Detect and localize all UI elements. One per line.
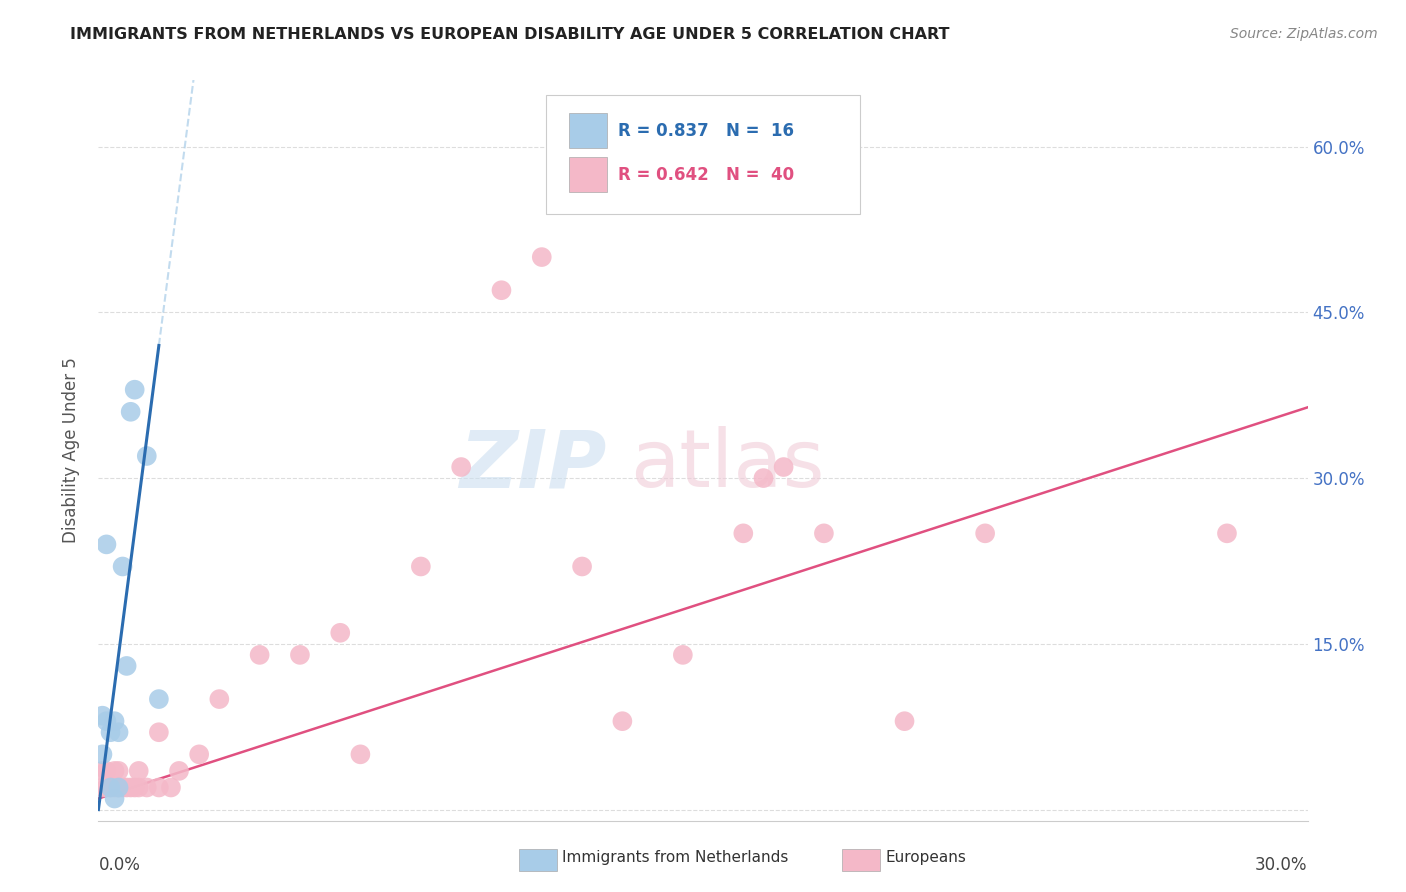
Point: [974, 526, 997, 541]
FancyBboxPatch shape: [569, 157, 607, 192]
Point: [148, 692, 170, 706]
Point: [128, 780, 150, 795]
Point: [107, 725, 129, 739]
Point: [409, 559, 432, 574]
Point: [120, 405, 142, 419]
Point: [91, 747, 114, 762]
Text: Europeans: Europeans: [886, 850, 967, 865]
Text: R = 0.837   N =  16: R = 0.837 N = 16: [619, 121, 794, 140]
Text: R = 0.642   N =  40: R = 0.642 N = 40: [619, 166, 794, 184]
Point: [115, 659, 138, 673]
Point: [288, 648, 311, 662]
Point: [612, 714, 634, 729]
Text: IMMIGRANTS FROM NETHERLANDS VS EUROPEAN DISABILITY AGE UNDER 5 CORRELATION CHART: IMMIGRANTS FROM NETHERLANDS VS EUROPEAN …: [70, 27, 950, 42]
Point: [160, 780, 183, 795]
Point: [96, 780, 118, 795]
Point: [100, 725, 122, 739]
FancyBboxPatch shape: [546, 95, 860, 213]
FancyBboxPatch shape: [569, 113, 607, 148]
Point: [128, 764, 150, 778]
Point: [120, 780, 142, 795]
Point: [103, 780, 125, 795]
Point: [96, 764, 118, 778]
Point: [188, 747, 211, 762]
Text: atlas: atlas: [630, 426, 825, 504]
Point: [107, 764, 129, 778]
Point: [100, 780, 122, 795]
Point: [103, 764, 125, 778]
Point: [329, 625, 352, 640]
Point: [893, 714, 915, 729]
Point: [91, 708, 114, 723]
Point: [148, 725, 170, 739]
Point: [208, 692, 231, 706]
Point: [107, 780, 129, 795]
Point: [91, 780, 114, 795]
Point: [530, 250, 553, 264]
Point: [148, 780, 170, 795]
Text: Immigrants from Netherlands: Immigrants from Netherlands: [562, 850, 789, 865]
Text: Source: ZipAtlas.com: Source: ZipAtlas.com: [1230, 27, 1378, 41]
Point: [115, 780, 138, 795]
Point: [752, 471, 775, 485]
Point: [103, 714, 125, 729]
Point: [813, 526, 835, 541]
Point: [96, 537, 118, 551]
Point: [249, 648, 271, 662]
Text: ZIP: ZIP: [458, 426, 606, 504]
Text: 30.0%: 30.0%: [1256, 856, 1308, 874]
Point: [107, 780, 129, 795]
Point: [96, 714, 118, 729]
Point: [111, 559, 134, 574]
Point: [111, 780, 134, 795]
Point: [772, 460, 794, 475]
Point: [135, 780, 157, 795]
Point: [135, 449, 157, 463]
Point: [571, 559, 593, 574]
Point: [491, 283, 513, 297]
Point: [1216, 526, 1239, 541]
Text: 0.0%: 0.0%: [98, 856, 141, 874]
Point: [103, 791, 125, 805]
Y-axis label: Disability Age Under 5: Disability Age Under 5: [62, 358, 80, 543]
Point: [100, 780, 122, 795]
Point: [124, 780, 146, 795]
Point: [167, 764, 190, 778]
Point: [124, 383, 146, 397]
Point: [450, 460, 472, 475]
Point: [672, 648, 695, 662]
Point: [91, 764, 114, 778]
Point: [733, 526, 755, 541]
Point: [349, 747, 371, 762]
